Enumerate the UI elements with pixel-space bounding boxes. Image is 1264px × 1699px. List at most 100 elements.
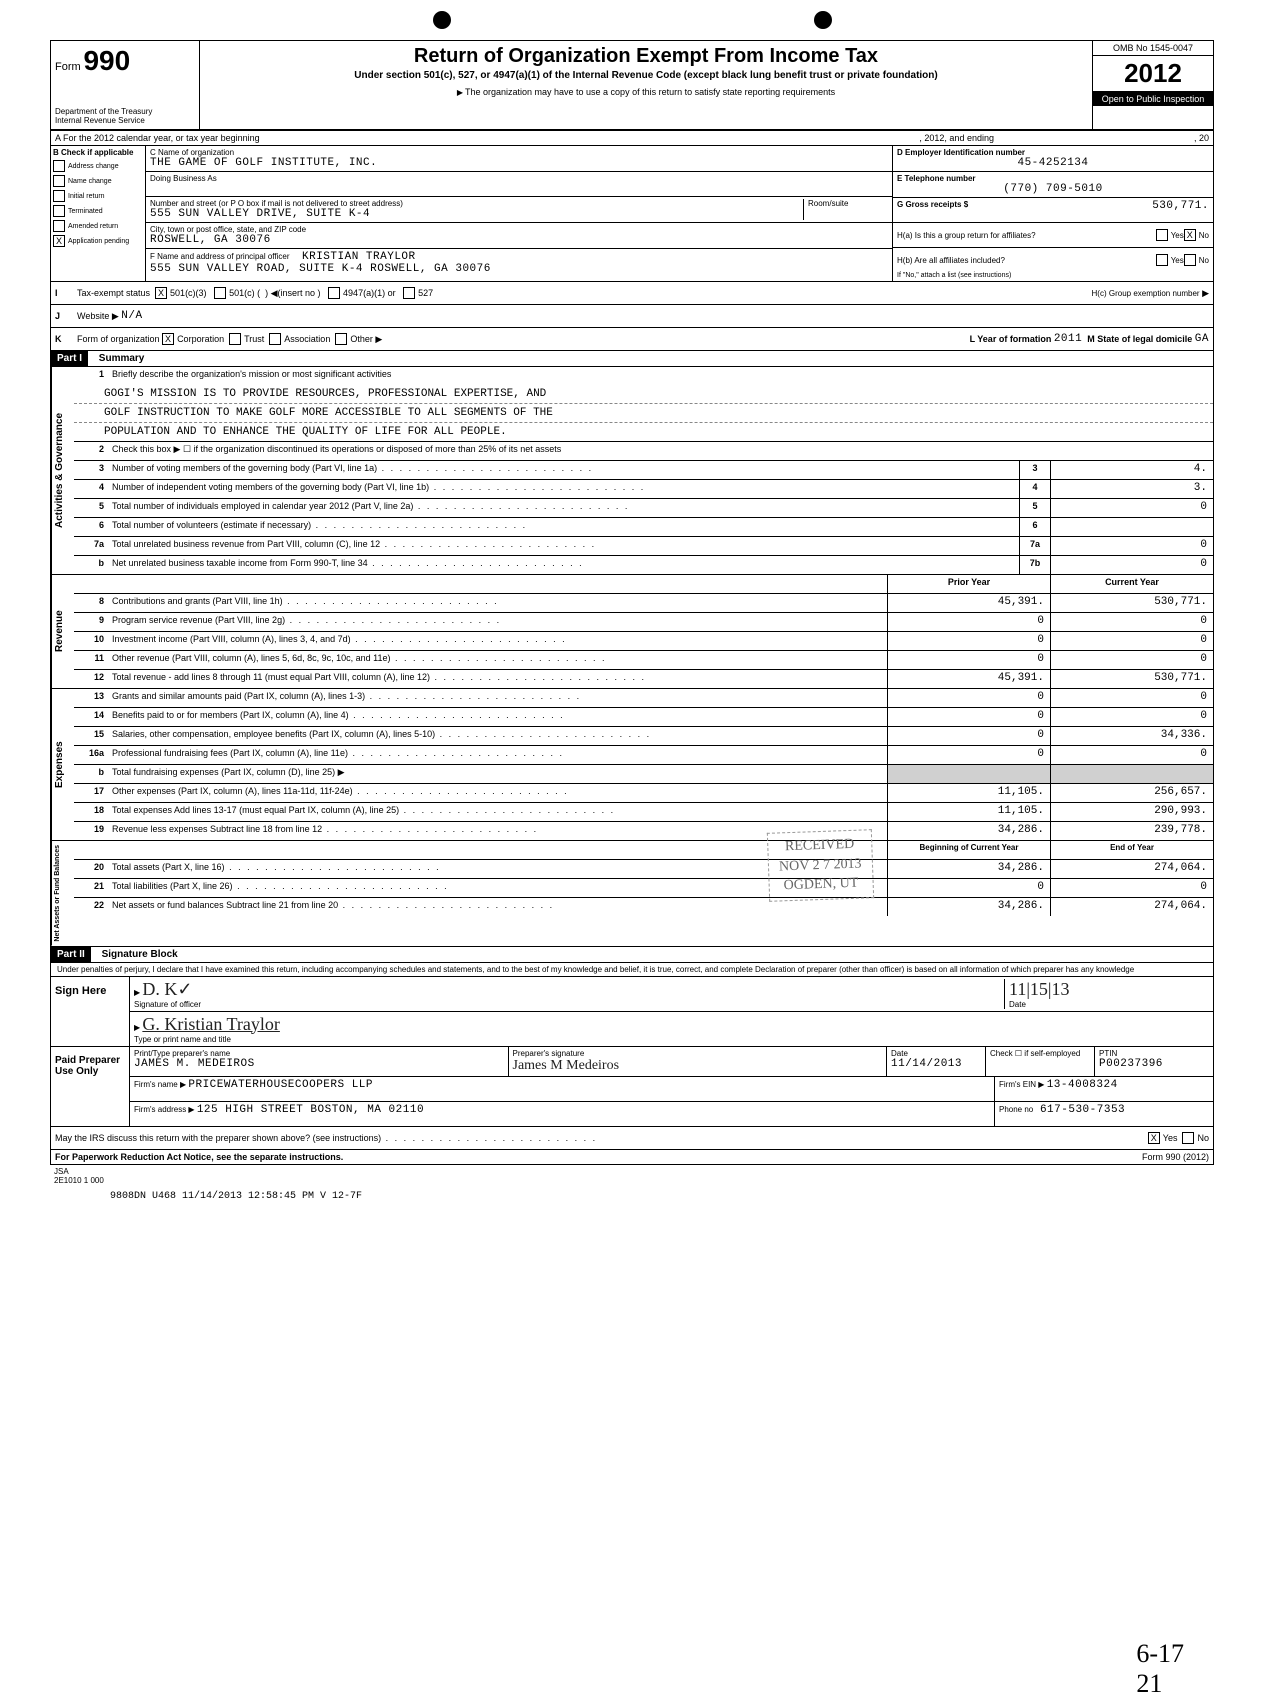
form-subtitle: Under section 501(c), 527, or 4947(a)(1)… <box>204 70 1088 81</box>
c16b <box>1050 765 1213 783</box>
sig-date-label: Date <box>1009 1000 1026 1009</box>
k-label: K <box>55 334 77 344</box>
sign-here-label: Sign Here <box>51 977 129 1046</box>
line4: Number of independent voting members of … <box>108 480 1019 498</box>
line17: Other expenses (Part IX, column (A), lin… <box>108 784 887 802</box>
p19: 34,286. <box>887 822 1050 840</box>
cb-527[interactable] <box>403 287 415 299</box>
col-d-right: D Employer Identification number 45-4252… <box>892 146 1213 281</box>
hw-note-1: 6-17 <box>1136 1639 1184 1669</box>
sig-name: G. Kristian Traylor <box>142 1014 280 1034</box>
room-label: Room/suite <box>808 199 888 208</box>
line5: Total number of individuals employed in … <box>108 499 1019 517</box>
c9: 0 <box>1050 613 1213 631</box>
line10: Investment income (Part VIII, column (A)… <box>108 632 887 650</box>
paid-preparer-section: Paid Preparer Use Only Print/Type prepar… <box>51 1047 1213 1127</box>
v7b: 0 <box>1050 556 1213 574</box>
h-note: If "No," attach a list (see instructions… <box>893 272 1213 281</box>
sig-date: 11|15|13 <box>1009 979 1070 999</box>
l-value: 2011 <box>1054 333 1082 345</box>
sign-here-section: Sign Here ▶ D. K✓ Signature of officer 1… <box>51 977 1213 1047</box>
c22: 274,064. <box>1050 898 1213 916</box>
c20: 274,064. <box>1050 860 1213 878</box>
line16a: Professional fundraising fees (Part IX, … <box>108 746 887 764</box>
p20: 34,286. <box>887 860 1050 878</box>
irs-no[interactable] <box>1182 1132 1194 1144</box>
row-a-text3: , 20 <box>1194 133 1209 143</box>
registration-dots <box>51 11 1213 29</box>
cb-address[interactable] <box>53 160 65 172</box>
i-label: I <box>55 288 77 298</box>
irs-yes[interactable]: X <box>1148 1132 1160 1144</box>
city-value: ROSWELL, GA 30076 <box>150 234 888 246</box>
i-501c: 501(c) ( <box>229 288 260 298</box>
cb-amended-label: Amended return <box>68 223 118 230</box>
header-center: Return of Organization Exempt From Incom… <box>200 41 1092 129</box>
p9: 0 <box>887 613 1050 631</box>
firm-name-label: Firm's name <box>134 1080 178 1089</box>
line9: Program service revenue (Part VIII, line… <box>108 613 887 631</box>
cb-501c3[interactable]: X <box>155 287 167 299</box>
c-label: C Name of organization <box>150 148 888 157</box>
k-corp: Corporation <box>177 334 224 344</box>
mission-1: GOGI'S MISSION IS TO PROVIDE RESOURCES, … <box>74 385 1213 404</box>
cb-4947[interactable] <box>328 287 340 299</box>
cb-501c[interactable] <box>214 287 226 299</box>
cb-terminated[interactable] <box>53 205 65 217</box>
v3: 4. <box>1050 461 1213 479</box>
hb-yes-label: Yes <box>1171 256 1184 265</box>
mission-2: GOLF INSTRUCTION TO MAKE GOLF MORE ACCES… <box>74 404 1213 423</box>
vlabel-expenses: Expenses <box>51 689 74 840</box>
p8: 45,391. <box>887 594 1050 612</box>
form-number: 990 <box>83 45 130 76</box>
c-value: THE GAME OF GOLF INSTITUTE, INC. <box>150 157 888 169</box>
cb-corp[interactable]: X <box>162 333 174 345</box>
ha-no[interactable]: X <box>1184 229 1196 241</box>
f-label: F Name and address of principal officer <box>150 252 289 261</box>
sig-name-label: Type or print name and title <box>134 1035 231 1044</box>
form-word: Form <box>55 61 81 73</box>
tax-year: 2012 <box>1093 56 1213 92</box>
c10: 0 <box>1050 632 1213 650</box>
c17: 256,657. <box>1050 784 1213 802</box>
cb-application[interactable]: X <box>53 235 65 247</box>
hdr-prior: Prior Year <box>887 575 1050 593</box>
hdr-current: Current Year <box>1050 575 1213 593</box>
line14: Benefits paid to or for members (Part IX… <box>108 708 887 726</box>
dba-label: Doing Business As <box>150 174 888 183</box>
p13: 0 <box>887 689 1050 707</box>
cb-trust[interactable] <box>229 333 241 345</box>
k-trust: Trust <box>244 334 264 344</box>
firm-addr-label: Firm's address <box>134 1105 186 1114</box>
form-header: Form 990 Department of the Treasury Inte… <box>51 41 1213 131</box>
cb-other[interactable] <box>335 333 347 345</box>
ptin: P00237396 <box>1099 1058 1163 1070</box>
dept-treasury: Department of the Treasury <box>55 107 195 116</box>
cb-assoc[interactable] <box>269 333 281 345</box>
omb-number: OMB No 1545-0047 <box>1093 41 1213 56</box>
hb-label: H(b) Are all affiliates included? <box>897 256 1156 265</box>
part1-title: Summary <box>91 353 145 364</box>
prep-date: 11/14/2013 <box>891 1058 962 1070</box>
i-text: Tax-exempt status <box>77 288 150 298</box>
c8: 530,771. <box>1050 594 1213 612</box>
c18: 290,993. <box>1050 803 1213 821</box>
p14: 0 <box>887 708 1050 726</box>
cb-initial[interactable] <box>53 190 65 202</box>
ha-yes[interactable] <box>1156 229 1168 241</box>
c13: 0 <box>1050 689 1213 707</box>
firm-addr: 125 HIGH STREET BOSTON, MA 02110 <box>197 1104 424 1116</box>
e-value: (770) 709-5010 <box>897 183 1209 195</box>
part1-label: Part I <box>51 351 88 366</box>
p11: 0 <box>887 651 1050 669</box>
cb-amended[interactable] <box>53 220 65 232</box>
g-value: 530,771. <box>1152 200 1209 220</box>
hb-yes[interactable] <box>1156 254 1168 266</box>
line13: Grants and similar amounts paid (Part IX… <box>108 689 887 707</box>
footer-row: For Paperwork Reduction Act Notice, see … <box>51 1150 1213 1164</box>
part2-label: Part II <box>51 947 91 962</box>
cb-name[interactable] <box>53 175 65 187</box>
line2: Check this box ▶ ☐ if the organization d… <box>108 442 1213 460</box>
hb-no[interactable] <box>1184 254 1196 266</box>
phone-label: Phone no <box>999 1105 1033 1114</box>
